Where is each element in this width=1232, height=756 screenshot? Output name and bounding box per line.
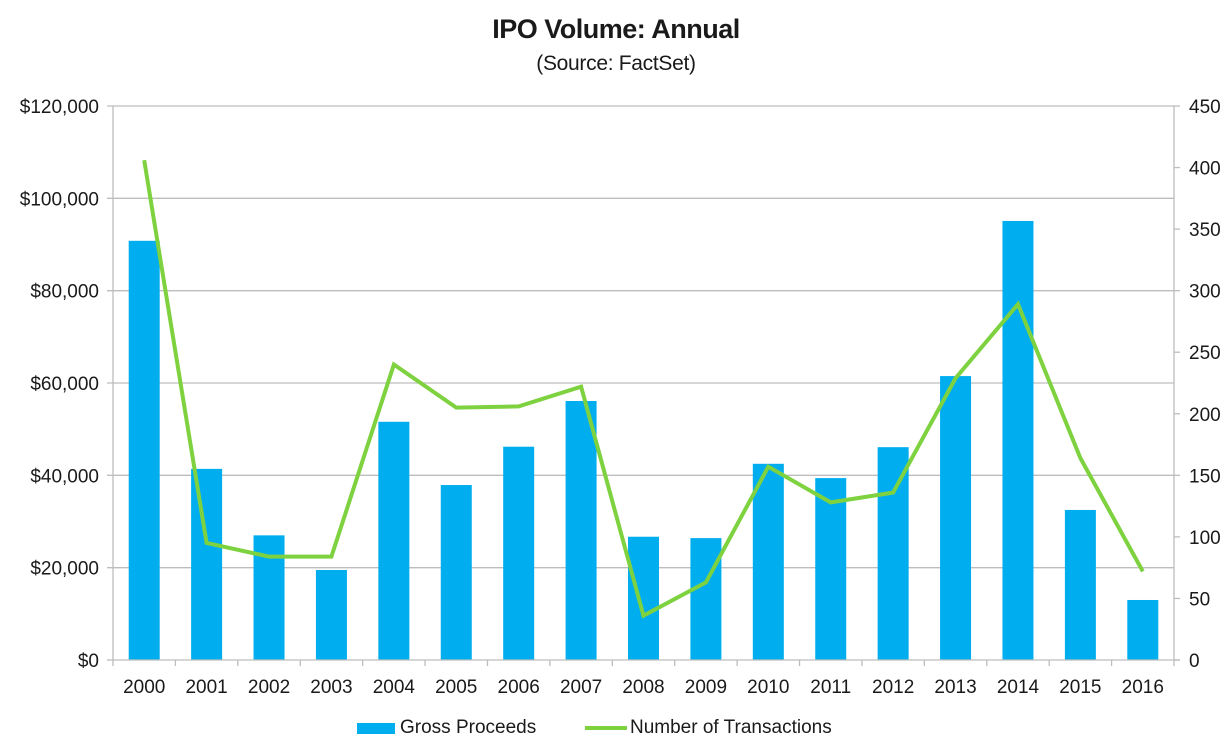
x-axis-tick-label: 2011 — [810, 677, 851, 698]
right-axis-tick-label: 50 — [1189, 589, 1210, 610]
bar-2011 — [815, 478, 847, 660]
right-axis-tick-label: 0 — [1189, 651, 1200, 672]
x-axis-tick-label: 2014 — [997, 677, 1040, 698]
right-axis-ticks: 0 50 100 150 200 250 300 350 400 450 — [1174, 97, 1221, 672]
legend-label: Number of Transactions — [630, 717, 832, 738]
legend-swatch-bar — [357, 722, 395, 734]
bar-2003 — [315, 569, 347, 660]
legend-item-number-of-transactions[interactable]: Number of Transactions — [585, 714, 832, 742]
chart-title: IPO Volume: Annual — [492, 14, 740, 44]
legend-item-gross-proceeds[interactable]: Gross Proceeds — [357, 714, 536, 742]
right-axis-tick-label: 300 — [1189, 282, 1221, 303]
right-axis-tick-label: 400 — [1189, 159, 1221, 180]
bar-2000 — [128, 240, 160, 660]
transactions-line-group — [142, 159, 1145, 619]
bar-2004 — [378, 421, 410, 660]
right-axis-tick-label: 200 — [1189, 405, 1221, 426]
bar-2016 — [1127, 599, 1159, 660]
x-axis-ticks: 2000 2001 2002 2003 2004 2005 2006 2007 2008 2009… — [112, 660, 1175, 698]
x-axis-tick-label: 2013 — [934, 677, 976, 698]
x-axis-tick-label: 2009 — [685, 677, 727, 698]
bar-2007 — [565, 401, 597, 660]
x-axis-tick-label: 2006 — [498, 677, 540, 698]
left-axis-tick-label: $20,000 — [30, 559, 99, 580]
bar-2015 — [1064, 509, 1096, 660]
x-axis-tick-label: 2004 — [373, 677, 416, 698]
x-axis-tick-label: 2000 — [123, 677, 165, 698]
bar-2009 — [690, 538, 722, 660]
legend: Gross Proceeds Number of Transactions — [0, 714, 1232, 742]
left-axis-tick-label: $0 — [78, 651, 99, 672]
left-axis-tick-label: $40,000 — [30, 466, 99, 487]
legend-label: Gross Proceeds — [400, 717, 537, 738]
chart-subtitle: (Source: FactSet) — [536, 52, 696, 75]
right-axis-tick-label: 250 — [1189, 343, 1221, 364]
x-axis-tick-label: 2001 — [185, 677, 227, 698]
bar-2005 — [440, 485, 472, 660]
left-axis-tick-label: $80,000 — [30, 282, 99, 303]
left-axis-ticks: $0 $20,000 $40,000 $60,000 $80,000 $100,000 $1… — [20, 97, 99, 672]
right-axis-tick-label: 450 — [1189, 97, 1221, 118]
x-axis-tick-label: 2010 — [747, 677, 789, 698]
left-axis-tick-label: $100,000 — [20, 189, 99, 210]
x-axis-tick-label: 2003 — [310, 677, 352, 698]
gross-proceeds-bars — [128, 220, 1159, 660]
right-axis-tick-label: 100 — [1189, 528, 1221, 549]
bar-2008 — [628, 536, 659, 660]
x-axis-tick-label: 2007 — [560, 677, 602, 698]
x-axis-tick-label: 2012 — [872, 677, 914, 698]
axes — [112, 106, 1180, 661]
x-axis-tick-label: 2005 — [435, 677, 477, 698]
x-axis-tick-label: 2015 — [1059, 677, 1101, 698]
legend-swatch-line — [585, 726, 627, 730]
bar-2006 — [503, 446, 535, 660]
right-axis-tick-label: 150 — [1189, 466, 1221, 487]
bar-2014 — [1002, 220, 1034, 660]
x-axis-tick-label: 2008 — [622, 677, 664, 698]
x-axis-tick-label: 2016 — [1122, 677, 1164, 698]
bar-2001 — [191, 468, 223, 660]
bar-2013 — [940, 376, 972, 660]
x-axis-tick-label: 2002 — [248, 677, 290, 698]
left-axis-tick-label: $60,000 — [30, 374, 99, 395]
right-axis-tick-label: 350 — [1189, 220, 1221, 241]
bar-2010 — [752, 463, 784, 660]
bar-2012 — [877, 447, 909, 660]
left-axis-tick-label: $120,000 — [20, 97, 99, 118]
